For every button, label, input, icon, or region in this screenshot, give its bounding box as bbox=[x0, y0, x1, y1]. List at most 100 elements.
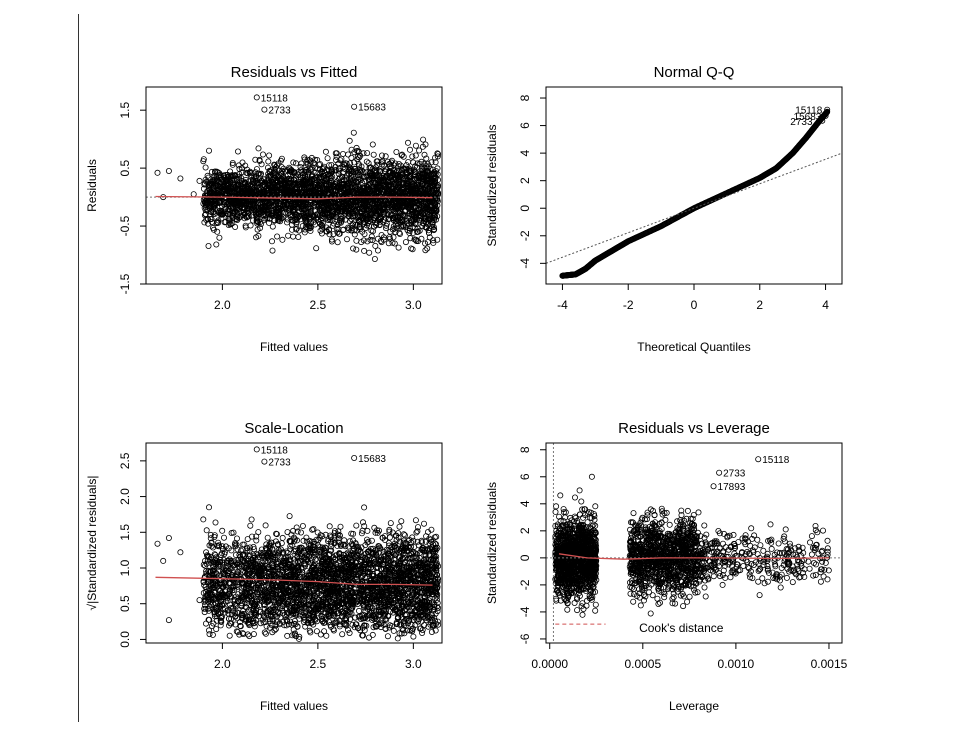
data-point bbox=[296, 234, 301, 239]
y-tick-label: 2 bbox=[518, 177, 532, 184]
data-point bbox=[354, 247, 359, 252]
y-tick-label: -1.5 bbox=[118, 273, 132, 294]
data-point bbox=[210, 225, 215, 230]
data-point bbox=[354, 238, 359, 243]
y-tick-label: -4 bbox=[518, 258, 532, 269]
data-point bbox=[379, 153, 384, 158]
data-point bbox=[298, 164, 303, 169]
data-point bbox=[249, 517, 254, 522]
data-point bbox=[399, 519, 404, 524]
point-label: 15118 bbox=[261, 93, 289, 104]
data-point bbox=[371, 152, 376, 157]
data-point bbox=[269, 239, 274, 244]
data-point bbox=[383, 154, 388, 159]
data-point bbox=[413, 143, 418, 148]
data-point bbox=[166, 168, 171, 173]
data-point bbox=[347, 138, 352, 143]
labeled-point bbox=[254, 95, 259, 100]
data-point bbox=[365, 239, 370, 244]
data-point bbox=[373, 243, 378, 248]
data-point bbox=[267, 153, 272, 158]
data-point bbox=[206, 243, 211, 248]
data-point bbox=[410, 154, 415, 159]
data-point bbox=[323, 149, 328, 154]
data-point bbox=[335, 240, 340, 245]
data-point bbox=[214, 242, 219, 247]
point-cloud bbox=[155, 130, 441, 262]
data-point bbox=[413, 153, 418, 158]
data-point bbox=[407, 147, 412, 152]
data-point bbox=[366, 635, 371, 640]
data-point bbox=[206, 148, 211, 153]
data-point bbox=[349, 155, 354, 160]
data-point bbox=[394, 149, 399, 154]
data-point bbox=[406, 159, 411, 164]
data-point bbox=[210, 632, 215, 637]
qq-reference-line bbox=[546, 153, 842, 263]
data-point bbox=[286, 233, 291, 238]
data-point bbox=[256, 146, 261, 151]
data-point bbox=[203, 165, 208, 170]
left-divider bbox=[78, 14, 79, 722]
x-tick-label: -2 bbox=[623, 298, 634, 312]
data-point bbox=[197, 178, 202, 183]
data-point bbox=[178, 176, 183, 181]
data-point bbox=[340, 151, 345, 156]
data-point bbox=[395, 636, 400, 641]
data-point bbox=[155, 170, 160, 175]
x-tick-label: 2 bbox=[756, 298, 763, 312]
y-tick-label: 4 bbox=[518, 149, 532, 156]
data-point bbox=[327, 524, 332, 529]
y-tick-label: 6 bbox=[518, 122, 532, 129]
data-point bbox=[365, 151, 370, 156]
data-point bbox=[370, 142, 375, 147]
point-label: 2733 bbox=[790, 117, 813, 128]
point-label: 15683 bbox=[358, 103, 386, 114]
y-tick-label: -2 bbox=[518, 230, 532, 241]
data-point bbox=[372, 256, 377, 261]
data-point bbox=[362, 248, 367, 253]
point-cloud bbox=[560, 109, 830, 278]
y-axis-label: Standardized residuals bbox=[485, 124, 499, 246]
data-point bbox=[248, 223, 253, 228]
data-point bbox=[351, 130, 356, 135]
data-point bbox=[403, 240, 408, 245]
x-tick-label: 2.0 bbox=[214, 298, 231, 312]
data-point bbox=[299, 161, 304, 166]
y-axis-label: Residuals bbox=[85, 159, 99, 212]
data-point bbox=[284, 220, 289, 225]
x-tick-label: 2.5 bbox=[310, 298, 327, 312]
data-point bbox=[221, 535, 226, 540]
data-point bbox=[266, 159, 271, 164]
data-point bbox=[369, 234, 374, 239]
x-tick-label: 3.0 bbox=[405, 298, 422, 312]
data-point bbox=[411, 634, 416, 639]
data-point bbox=[235, 149, 240, 154]
data-point bbox=[314, 246, 319, 251]
plot-title: Residuals vs Fitted bbox=[231, 64, 358, 81]
x-axis-label: Theoretical Quantiles bbox=[637, 340, 750, 354]
data-point bbox=[351, 246, 356, 251]
data-point bbox=[396, 245, 401, 250]
y-tick-label: -0.5 bbox=[118, 215, 132, 236]
y-tick-label: 0 bbox=[518, 205, 532, 212]
data-point bbox=[287, 514, 292, 519]
x-tick-label: 0 bbox=[691, 298, 698, 312]
plot-title: Normal Q-Q bbox=[654, 64, 735, 81]
x-tick-label: 4 bbox=[822, 298, 829, 312]
data-point bbox=[191, 192, 196, 197]
data-point bbox=[421, 137, 426, 142]
data-point bbox=[251, 632, 256, 637]
point-cloud bbox=[155, 505, 441, 642]
data-point bbox=[280, 237, 285, 242]
x-tick-label: -4 bbox=[557, 298, 568, 312]
data-point bbox=[387, 535, 392, 540]
data-point bbox=[270, 248, 275, 253]
data-point bbox=[275, 234, 280, 239]
labeled-point bbox=[352, 104, 357, 109]
data-point bbox=[291, 234, 296, 239]
data-point bbox=[217, 235, 222, 240]
